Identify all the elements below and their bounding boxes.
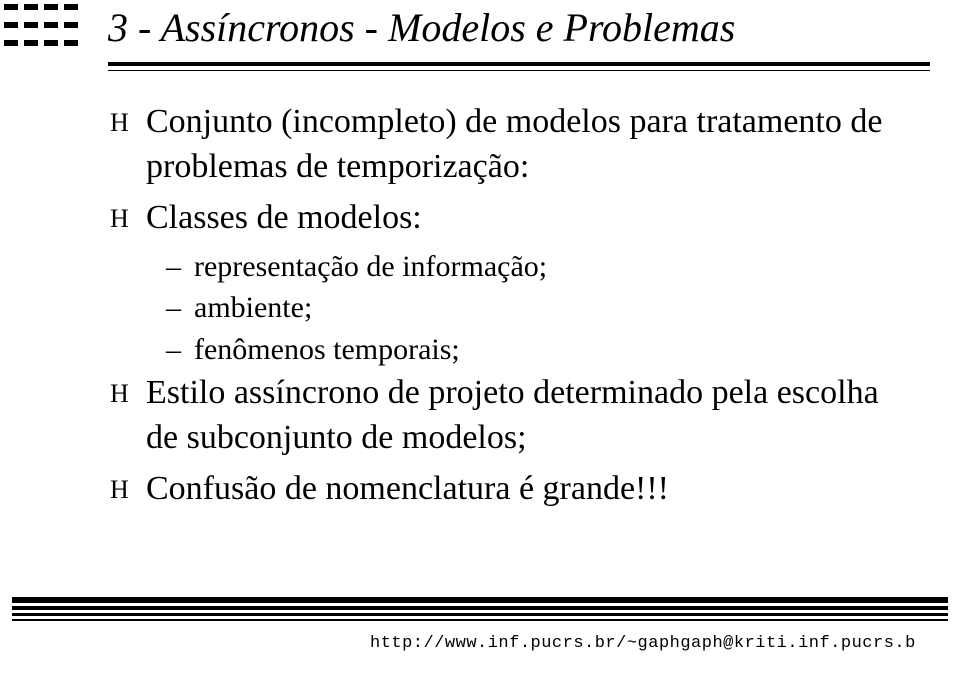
- title-rule-thin: [108, 70, 930, 71]
- footer: http://www.inf.pucrs.br/~gaph gaph@kriti…: [0, 634, 960, 653]
- title-rule-thick: [108, 62, 930, 66]
- bullet-4: H Confusão de nomenclatura é grande!!!: [110, 467, 900, 512]
- bullet-text: Confusão de nomenclatura é grande!!!: [146, 467, 900, 512]
- slide: 3 - Assíncronos - Modelos e Problemas H …: [0, 0, 960, 673]
- bullet-text: Classes de modelos:: [146, 196, 900, 241]
- footer-url: http://www.inf.pucrs.br/~gaph: [370, 634, 680, 653]
- dash-marker: –: [166, 247, 194, 287]
- slide-title: 3 - Assíncronos - Modelos e Problemas: [108, 6, 735, 50]
- bullet-marker: H: [110, 467, 146, 512]
- sub-bullet-3: – fenômenos temporais;: [166, 330, 900, 370]
- sub-bullet-1: – representação de informação;: [166, 247, 900, 287]
- sub-bullet-text: fenômenos temporais;: [194, 330, 900, 370]
- bottom-decoration: [12, 597, 948, 621]
- sub-bullet-2: – ambiente;: [166, 288, 900, 328]
- bullet-3: H Estilo assíncrono de projeto determina…: [110, 371, 900, 461]
- bullet-1: H Conjunto (incompleto) de modelos para …: [110, 100, 900, 190]
- sub-bullet-text: representação de informação;: [194, 247, 900, 287]
- dash-marker: –: [166, 330, 194, 370]
- bullet-text: Estilo assíncrono de projeto determinado…: [146, 371, 900, 461]
- bullet-marker: H: [110, 100, 146, 190]
- footer-email: gaph@kriti.inf.pucrs.b: [680, 634, 915, 653]
- bullet-marker: H: [110, 371, 146, 461]
- bullet-2: H Classes de modelos:: [110, 196, 900, 241]
- sub-bullet-text: ambiente;: [194, 288, 900, 328]
- bullet-text: Conjunto (incompleto) de modelos para tr…: [146, 100, 900, 190]
- dash-marker: –: [166, 288, 194, 328]
- bullet-marker: H: [110, 196, 146, 241]
- corner-decoration: [0, 0, 78, 46]
- slide-body: H Conjunto (incompleto) de modelos para …: [110, 100, 900, 518]
